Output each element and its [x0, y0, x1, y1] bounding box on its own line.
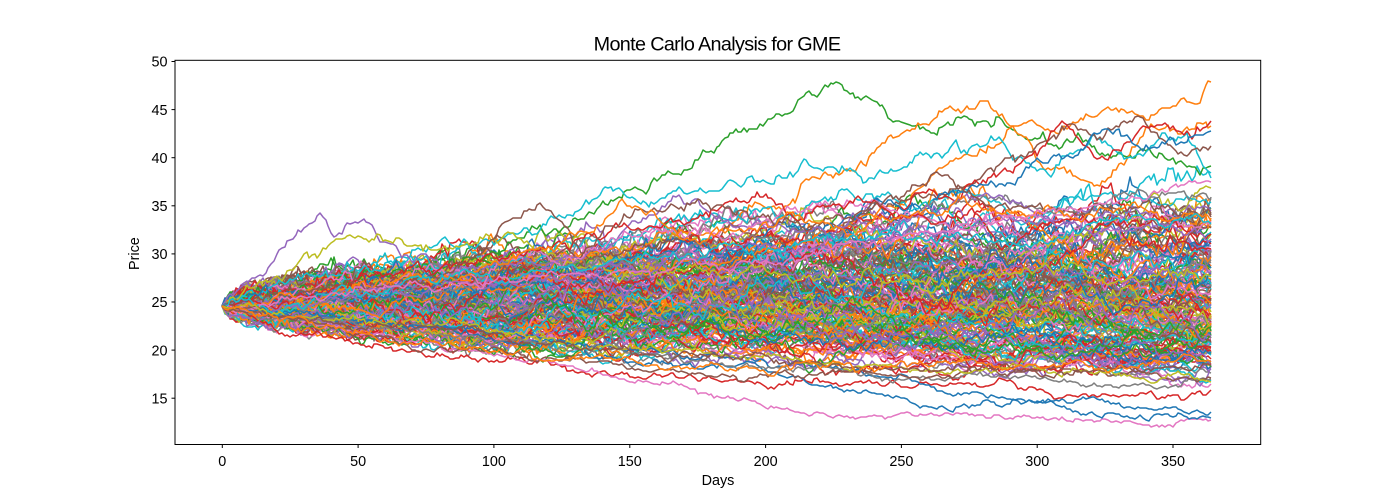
svg-text:Days: Days [702, 473, 735, 489]
svg-text:250: 250 [889, 454, 913, 470]
svg-text:20: 20 [151, 343, 167, 359]
svg-text:Monte Carlo Analysis for GME: Monte Carlo Analysis for GME [594, 33, 841, 55]
svg-text:35: 35 [151, 199, 167, 215]
svg-text:300: 300 [1025, 454, 1049, 470]
svg-text:25: 25 [151, 295, 167, 311]
svg-text:150: 150 [618, 454, 642, 470]
svg-text:50: 50 [350, 454, 366, 470]
svg-text:15: 15 [151, 391, 167, 407]
svg-text:40: 40 [151, 151, 167, 167]
svg-text:200: 200 [754, 454, 778, 470]
svg-text:Price: Price [127, 237, 143, 270]
svg-text:0: 0 [218, 454, 226, 470]
svg-text:50: 50 [151, 55, 167, 71]
svg-text:100: 100 [482, 454, 506, 470]
svg-text:45: 45 [151, 103, 167, 119]
svg-text:350: 350 [1161, 454, 1185, 470]
svg-text:30: 30 [151, 247, 167, 263]
